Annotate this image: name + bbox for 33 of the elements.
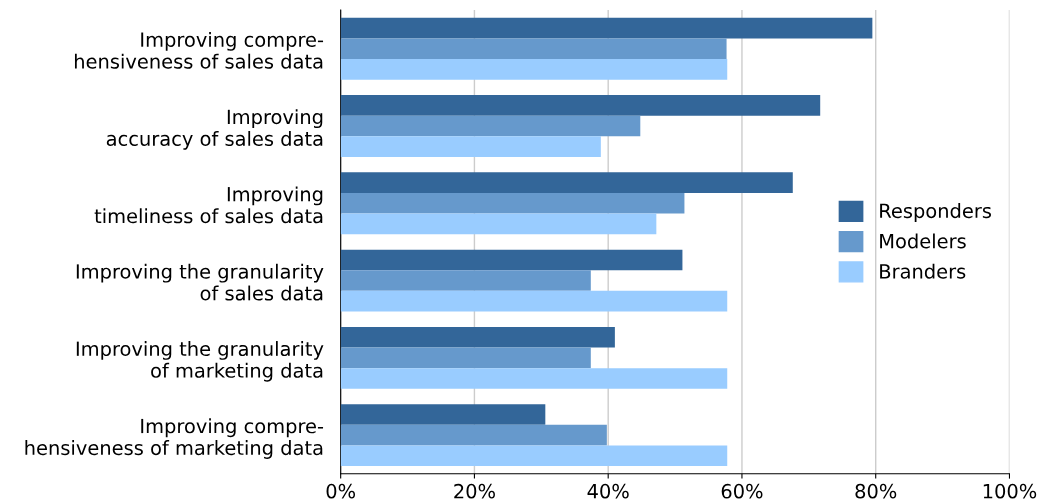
bar bbox=[340, 172, 793, 193]
bar bbox=[340, 17, 873, 39]
y-tick-label: Improving timeliness of sales data bbox=[94, 186, 323, 224]
x-tick-label: 0% bbox=[326, 483, 356, 499]
x-tick-label: 20% bbox=[454, 483, 495, 499]
bar bbox=[340, 368, 728, 389]
x-tick-label: 80% bbox=[855, 483, 897, 499]
bar bbox=[340, 445, 728, 467]
legend-label: Branders bbox=[880, 263, 966, 279]
bar bbox=[340, 136, 601, 157]
x-tick-label: 40% bbox=[587, 483, 629, 499]
y-tick-label: Improving the granularity of sales data bbox=[76, 263, 324, 301]
y-tick-label: Improving accuracy of sales data bbox=[106, 109, 323, 150]
bar bbox=[340, 290, 728, 312]
bar bbox=[340, 95, 821, 116]
bar bbox=[340, 424, 607, 446]
x-tick-label: 100% bbox=[983, 483, 1037, 499]
legend-label: Responders bbox=[880, 203, 992, 222]
bar bbox=[340, 270, 591, 291]
bar bbox=[340, 115, 641, 137]
bar bbox=[340, 404, 546, 425]
bar bbox=[340, 59, 728, 80]
legend-label: Modelers bbox=[880, 233, 966, 249]
bar bbox=[340, 38, 727, 60]
y-tick-label: Improving compre- hensiveness of marketing data bbox=[25, 418, 324, 459]
bar bbox=[340, 326, 615, 348]
bar bbox=[340, 213, 657, 235]
y-tick-label: Improving the granularity of marketing data bbox=[76, 341, 324, 382]
bar bbox=[340, 249, 683, 271]
bar bbox=[340, 192, 685, 214]
bar bbox=[340, 347, 591, 369]
y-tick-label: Improving compre- hensiveness of sales data bbox=[74, 31, 324, 69]
x-tick-label: 60% bbox=[721, 483, 763, 499]
